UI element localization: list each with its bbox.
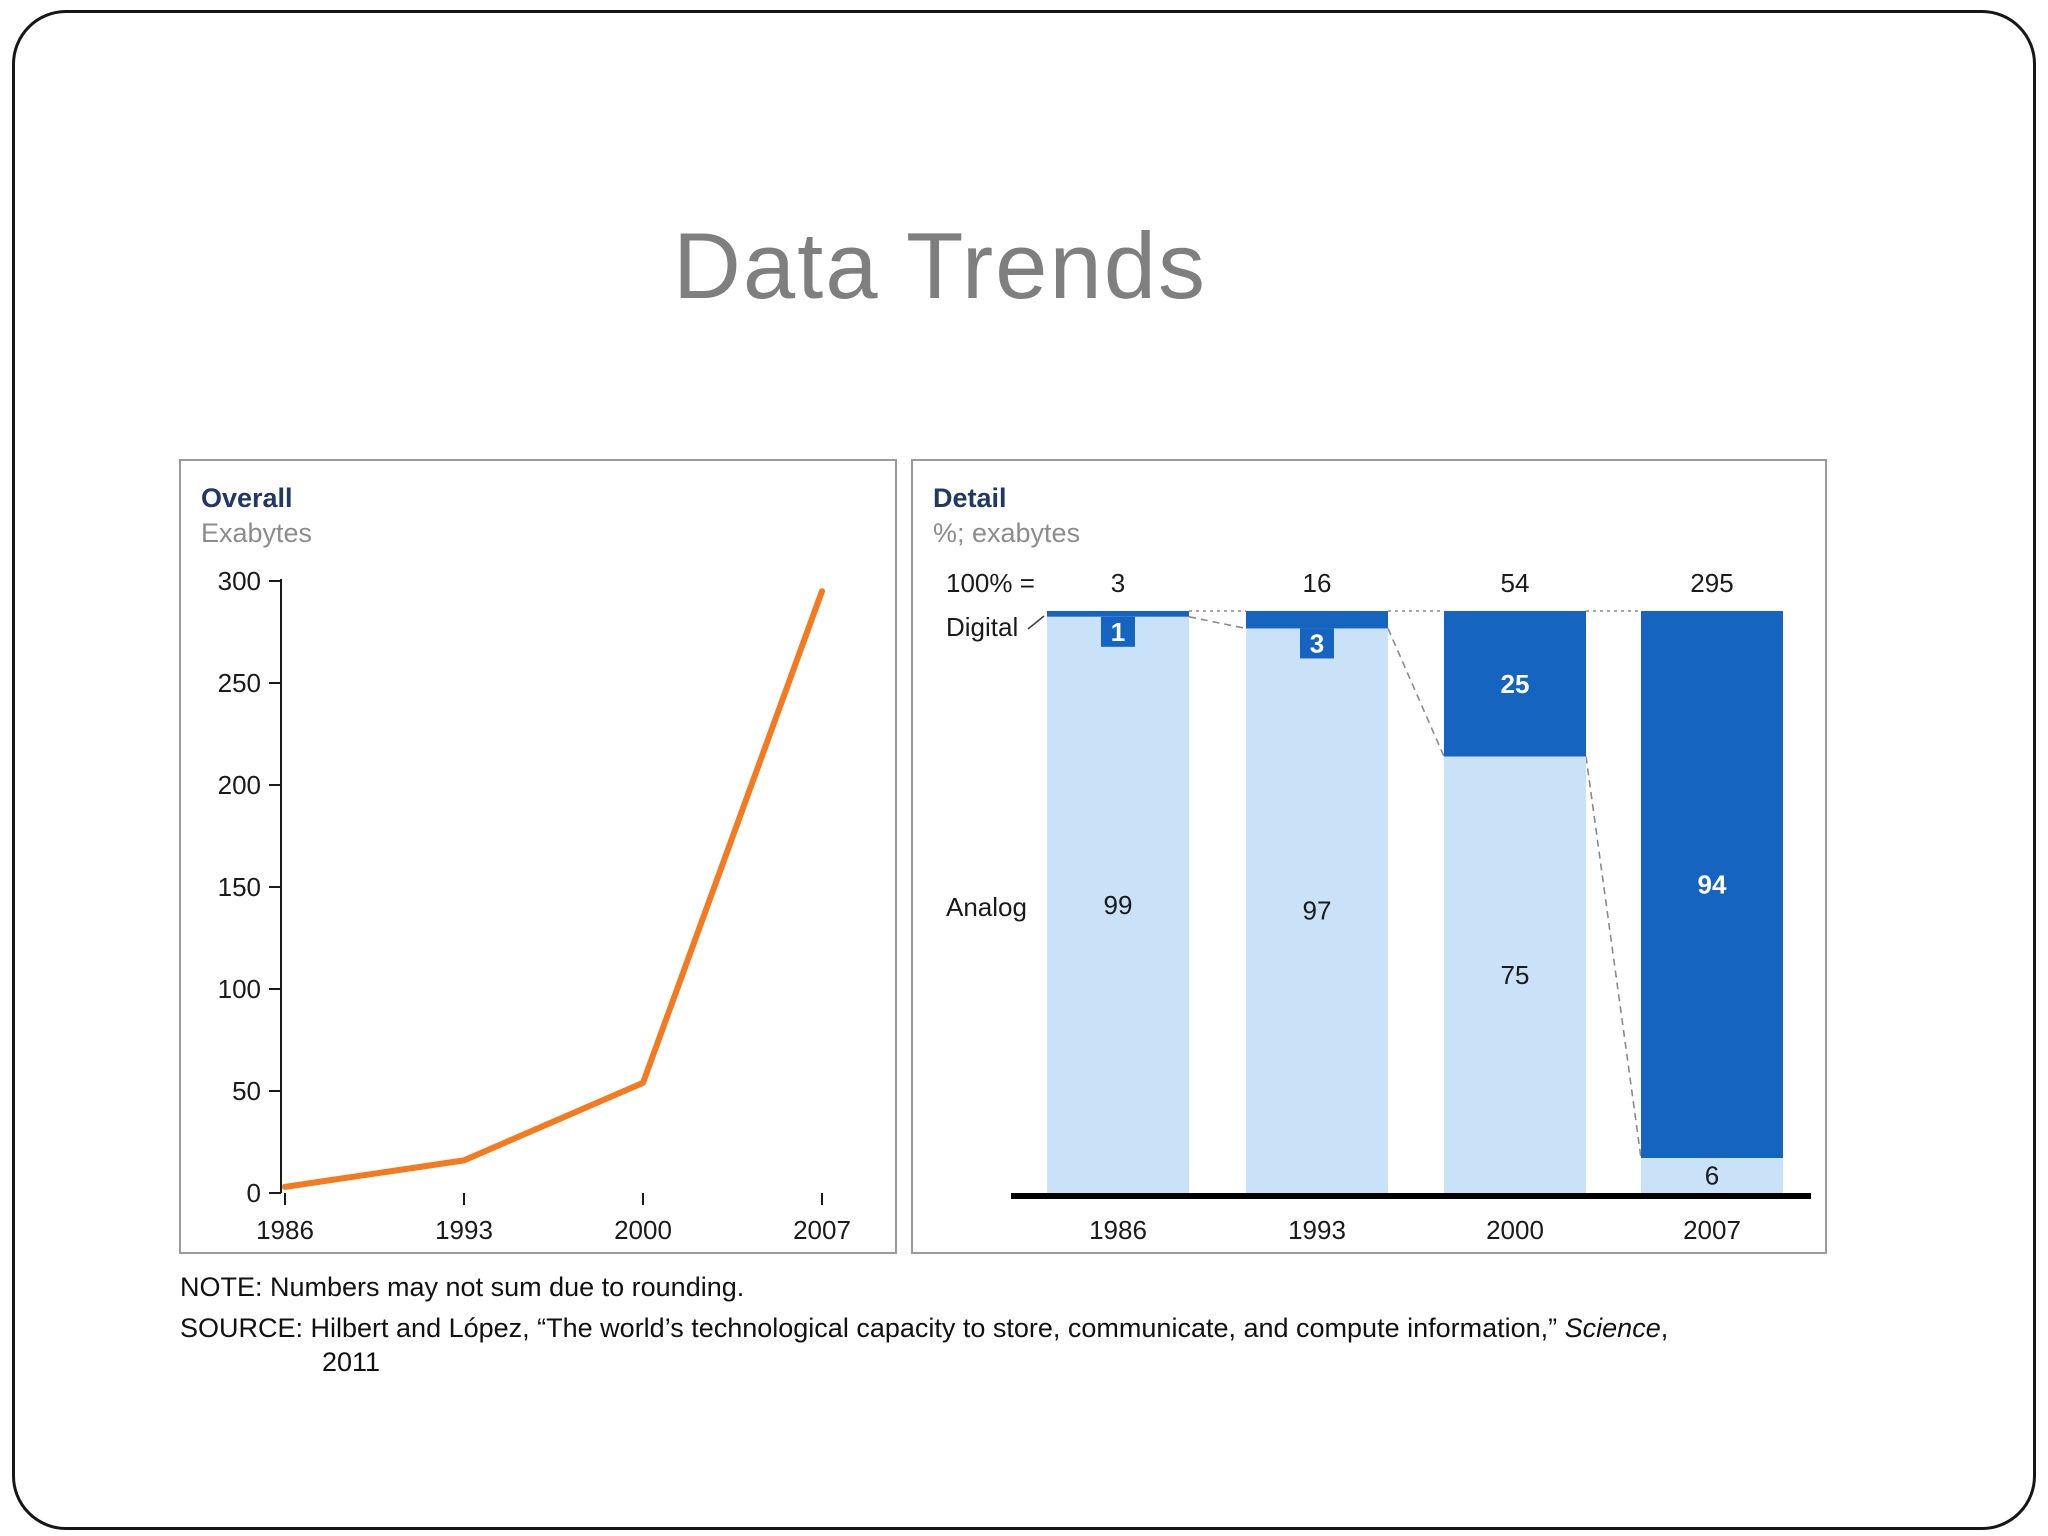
analog-segment (1641, 1158, 1783, 1193)
source-main: SOURCE: Hilbert and López, “The world’s … (180, 1313, 1668, 1343)
analog-segment (1444, 756, 1586, 1193)
digital-segment (1047, 611, 1189, 617)
analog-value-label: 6 (1705, 1161, 1719, 1191)
detail-stacked-bar-chart: 100% = 3 16 54 295 1 3 25 94 99 97 75 6 Digital Analog… (946, 568, 1811, 1245)
digital-value-callout (1300, 628, 1334, 659)
x-tick-label: 2000 (614, 1215, 672, 1245)
digital-value-label: 25 (1501, 669, 1530, 699)
analog-value-label: 97 (1303, 896, 1332, 926)
overall-chart-units: Exabytes (201, 518, 313, 548)
y-tick-label: 250 (218, 668, 261, 698)
digital-segment (1444, 611, 1586, 757)
analog-segment (1047, 616, 1189, 1193)
y-tick-label: 100 (218, 974, 261, 1004)
data-line (282, 588, 825, 1190)
y-tick-label: 150 (218, 872, 261, 902)
x-tick-label: 2007 (793, 1215, 851, 1245)
category-label: 1993 (1288, 1215, 1346, 1245)
note-text: NOTE: Numbers may not sum due to roundin… (180, 1272, 745, 1302)
digital-value-callout (1101, 616, 1135, 647)
slide-title: Data Trends (672, 213, 1208, 318)
x-tick-label: 1986 (256, 1215, 314, 1245)
category-label: 2007 (1683, 1215, 1741, 1245)
detail-chart-units: %; exabytes (933, 518, 1081, 548)
detail-chart-panel: Detail %; exabytes 100% = 3 16 54 295 1 3 25 94 9… (911, 459, 1827, 1254)
total-value: 16 (1303, 568, 1332, 598)
totals-row-label: 100% = (946, 568, 1035, 598)
boundary-connector (1387, 628, 1445, 757)
y-tick-label: 300 (218, 566, 261, 596)
digital-segment (1246, 611, 1388, 629)
y-tick-label: 0 (247, 1178, 261, 1208)
digital-segment (1641, 611, 1783, 1159)
baseline (1011, 1193, 1811, 1199)
y-tick-label: 50 (232, 1076, 261, 1106)
digital-value-label: 1 (1111, 617, 1125, 647)
x-tick-label: 1993 (435, 1215, 493, 1245)
total-value: 3 (1111, 568, 1125, 598)
overall-chart-panel: Overall Exabytes 0 50 100 150 200 250 300 1986 1… (179, 459, 897, 1254)
analog-segment (1246, 628, 1388, 1193)
boundary-connector (1188, 616, 1247, 630)
category-label: 2000 (1486, 1215, 1544, 1245)
analog-series-label: Analog (946, 892, 1027, 922)
total-value: 54 (1501, 568, 1530, 598)
source-text: SOURCE: Hilbert and López, “The world’s … (180, 1312, 1840, 1380)
overall-line-chart: 0 50 100 150 200 250 300 1986 1993 2000 2007 (218, 566, 851, 1245)
source-suffix: , (1660, 1313, 1669, 1343)
source-prefix: SOURCE: Hilbert and López, “The world’s … (180, 1313, 1565, 1343)
analog-value-label: 99 (1104, 890, 1133, 920)
overall-chart-title: Overall (201, 483, 293, 513)
digital-value-label: 94 (1698, 870, 1727, 900)
detail-chart-title: Detail (933, 483, 1007, 513)
digital-series-label: Digital (946, 612, 1018, 642)
digital-value-label: 3 (1310, 628, 1324, 658)
digital-pointer-line (1027, 615, 1045, 630)
source-year: 2011 (322, 1346, 381, 1377)
source-journal: Science (1564, 1313, 1661, 1343)
category-label: 1986 (1089, 1215, 1147, 1245)
total-value: 295 (1690, 568, 1733, 598)
boundary-connector (1585, 756, 1642, 1159)
analog-value-label: 75 (1501, 960, 1530, 990)
y-tick-label: 200 (218, 770, 261, 800)
